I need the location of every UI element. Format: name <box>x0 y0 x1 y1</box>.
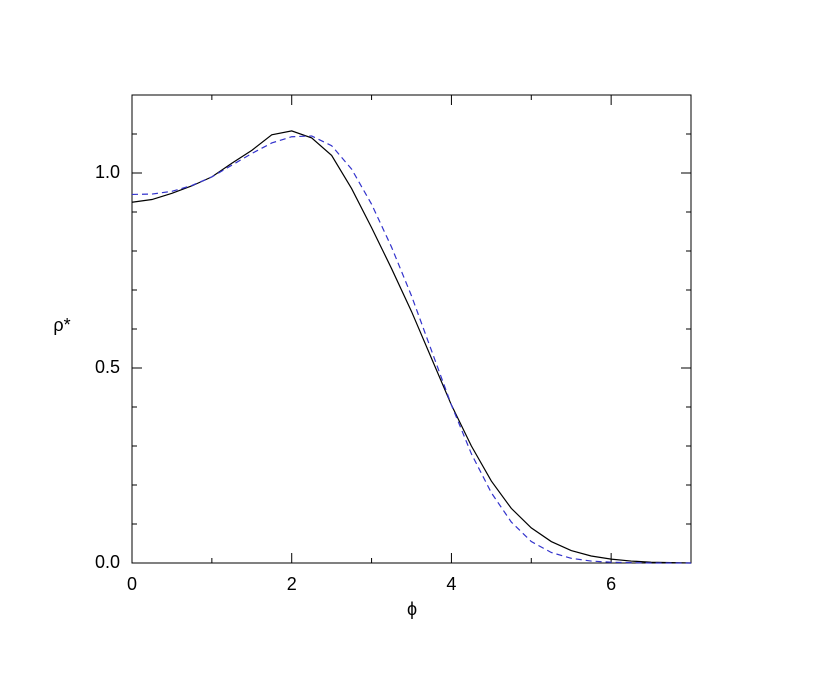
y-axis-label: ρ* <box>53 315 70 335</box>
x-tick-label: 2 <box>287 574 297 594</box>
x-tick-label: 6 <box>606 574 616 594</box>
y-tick-label: 0.5 <box>95 357 120 377</box>
line-series <box>131 130 692 564</box>
line-series <box>131 135 691 564</box>
x-axis-label: ϕ <box>407 599 417 619</box>
y-tick-label: 1.0 <box>95 162 120 182</box>
x-tick-label: 4 <box>446 574 456 594</box>
x-tick-label: 0 <box>127 574 137 594</box>
y-tick-label: 0.0 <box>95 552 120 572</box>
plot-frame <box>131 94 692 564</box>
